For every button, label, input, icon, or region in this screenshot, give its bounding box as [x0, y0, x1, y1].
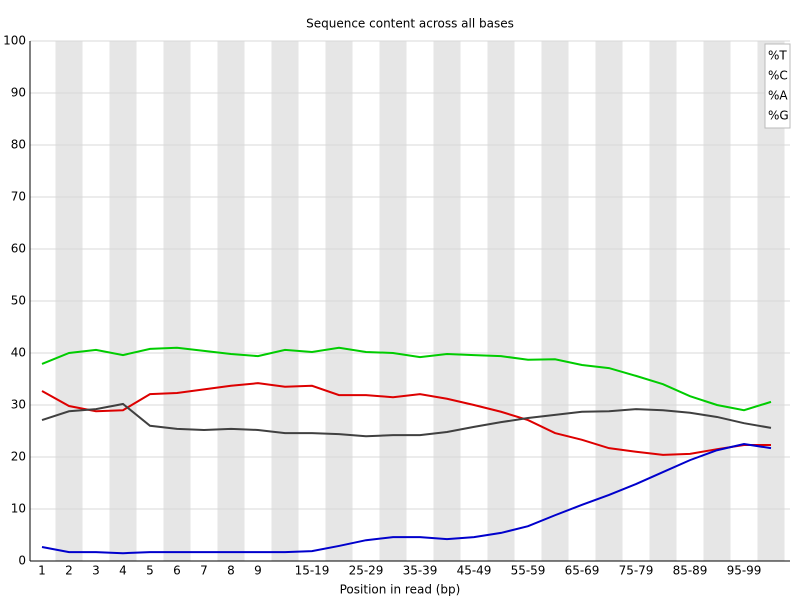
legend-label: %G	[768, 109, 789, 123]
x-tick-label: 35-39	[403, 564, 438, 578]
series-line	[41, 402, 772, 438]
x-tick-label: 75-79	[619, 564, 654, 578]
x-tick-label: 5	[146, 564, 154, 578]
x-tick-label: 85-89	[673, 564, 708, 578]
legend-box	[764, 43, 791, 129]
x-tick-label: 9	[254, 564, 262, 578]
legend-label: %C	[768, 69, 788, 83]
y-tick-label: 20	[11, 450, 26, 464]
legend-label: %A	[768, 89, 788, 103]
y-tick-label: 40	[11, 346, 26, 360]
x-axis-title: Position in read (bp)	[340, 583, 461, 597]
y-tick-label: 10	[11, 502, 26, 516]
x-tick-label: 65-69	[565, 564, 600, 578]
y-tick-label: 90	[11, 86, 26, 100]
legend-label: %T	[768, 49, 787, 63]
x-tick-label: 2	[65, 564, 73, 578]
x-tick-label: 4	[119, 564, 127, 578]
x-tick-label: 15-19	[295, 564, 330, 578]
x-tick-label: 8	[227, 564, 235, 578]
y-tick-label: 70	[11, 190, 26, 204]
x-tick-label: 6	[173, 564, 181, 578]
y-tick-label: 50	[11, 294, 26, 308]
x-tick-label: 7	[200, 564, 208, 578]
x-tick-label: 45-49	[457, 564, 492, 578]
y-tick-label: 30	[11, 398, 26, 412]
y-tick-label: 80	[11, 138, 26, 152]
x-tick-label: 25-29	[349, 564, 384, 578]
series-line	[41, 346, 772, 412]
chart-title: Sequence content across all bases	[306, 17, 514, 31]
x-tick-label: 55-59	[511, 564, 546, 578]
x-tick-label: 1	[38, 564, 46, 578]
x-tick-label: 95-99	[727, 564, 762, 578]
y-tick-label: 0	[18, 554, 26, 568]
series-line	[41, 442, 772, 555]
y-tick-label: 60	[11, 242, 26, 256]
y-tick-label: 100	[3, 34, 26, 48]
x-tick-label: 3	[92, 564, 100, 578]
series-line	[41, 382, 771, 456]
